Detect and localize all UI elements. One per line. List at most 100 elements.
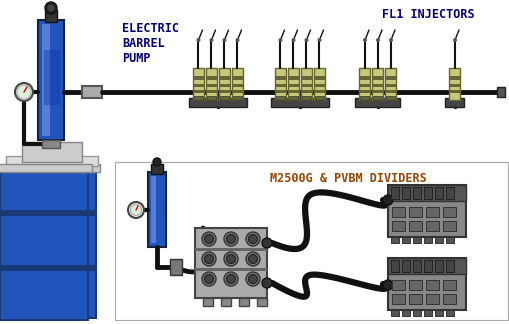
Circle shape: [226, 274, 235, 284]
Bar: [391, 280, 404, 290]
Bar: [442, 294, 455, 304]
Bar: [206, 68, 216, 100]
Bar: [274, 76, 286, 80]
Bar: [288, 76, 298, 80]
Bar: [42, 140, 60, 148]
Bar: [372, 76, 383, 80]
Bar: [274, 68, 286, 100]
Bar: [148, 172, 165, 247]
Bar: [423, 237, 431, 243]
Bar: [423, 187, 431, 199]
Bar: [192, 76, 204, 80]
Circle shape: [245, 272, 260, 286]
Bar: [412, 237, 420, 243]
Bar: [372, 84, 383, 87]
Circle shape: [226, 254, 235, 263]
Circle shape: [17, 85, 31, 99]
Bar: [300, 84, 312, 87]
Circle shape: [223, 252, 238, 266]
Bar: [355, 98, 400, 107]
Bar: [387, 185, 465, 237]
Bar: [412, 310, 420, 316]
Bar: [301, 96, 310, 100]
Bar: [387, 258, 465, 274]
Bar: [387, 185, 465, 201]
Bar: [359, 76, 370, 80]
Circle shape: [202, 252, 216, 266]
Bar: [192, 68, 204, 100]
Bar: [408, 207, 421, 217]
Bar: [192, 90, 204, 93]
Bar: [390, 187, 398, 199]
Circle shape: [382, 280, 392, 290]
Bar: [434, 237, 442, 243]
Bar: [0, 210, 88, 216]
Bar: [372, 90, 383, 93]
Bar: [425, 280, 438, 290]
Circle shape: [223, 232, 238, 246]
Bar: [0, 164, 92, 172]
Bar: [315, 96, 323, 100]
Bar: [442, 207, 455, 217]
Circle shape: [248, 274, 257, 284]
Bar: [219, 96, 229, 100]
Circle shape: [47, 5, 54, 11]
Circle shape: [196, 38, 200, 42]
Bar: [445, 260, 453, 272]
Bar: [0, 265, 88, 271]
Bar: [42, 24, 50, 136]
Circle shape: [202, 272, 216, 286]
Bar: [385, 76, 395, 80]
Circle shape: [375, 38, 379, 42]
Bar: [448, 90, 460, 93]
Bar: [448, 76, 460, 80]
Bar: [232, 84, 242, 87]
Circle shape: [223, 272, 238, 286]
Bar: [8, 265, 96, 271]
Bar: [442, 221, 455, 231]
Text: FL1 INJECTORS: FL1 INJECTORS: [381, 8, 474, 21]
Bar: [359, 90, 370, 93]
Bar: [300, 90, 312, 93]
Circle shape: [452, 38, 456, 42]
Bar: [220, 298, 231, 306]
Bar: [218, 84, 230, 87]
Circle shape: [15, 83, 33, 101]
Bar: [425, 207, 438, 217]
Circle shape: [128, 202, 144, 218]
Bar: [391, 221, 404, 231]
Bar: [44, 50, 60, 105]
Bar: [425, 294, 438, 304]
Bar: [275, 96, 285, 100]
Bar: [189, 98, 246, 107]
Bar: [194, 268, 267, 271]
Circle shape: [226, 235, 235, 244]
Bar: [82, 86, 102, 98]
Bar: [257, 298, 267, 306]
Bar: [360, 96, 369, 100]
Bar: [38, 20, 64, 140]
Bar: [314, 76, 324, 80]
Bar: [232, 76, 242, 80]
Bar: [425, 221, 438, 231]
Circle shape: [153, 158, 161, 166]
Bar: [169, 259, 182, 275]
Circle shape: [130, 204, 141, 215]
Bar: [390, 260, 398, 272]
Bar: [194, 248, 267, 251]
Circle shape: [202, 232, 216, 246]
Bar: [373, 96, 382, 100]
Bar: [194, 228, 267, 298]
Text: M2500G & PVBM DIVIDERS: M2500G & PVBM DIVIDERS: [269, 172, 426, 185]
Circle shape: [262, 238, 271, 248]
Bar: [390, 237, 398, 243]
Circle shape: [248, 254, 257, 263]
Bar: [206, 76, 216, 80]
Bar: [448, 68, 460, 100]
Bar: [434, 310, 442, 316]
Bar: [412, 260, 420, 272]
Circle shape: [235, 38, 239, 42]
Bar: [232, 90, 242, 93]
Bar: [442, 280, 455, 290]
Bar: [151, 176, 156, 243]
